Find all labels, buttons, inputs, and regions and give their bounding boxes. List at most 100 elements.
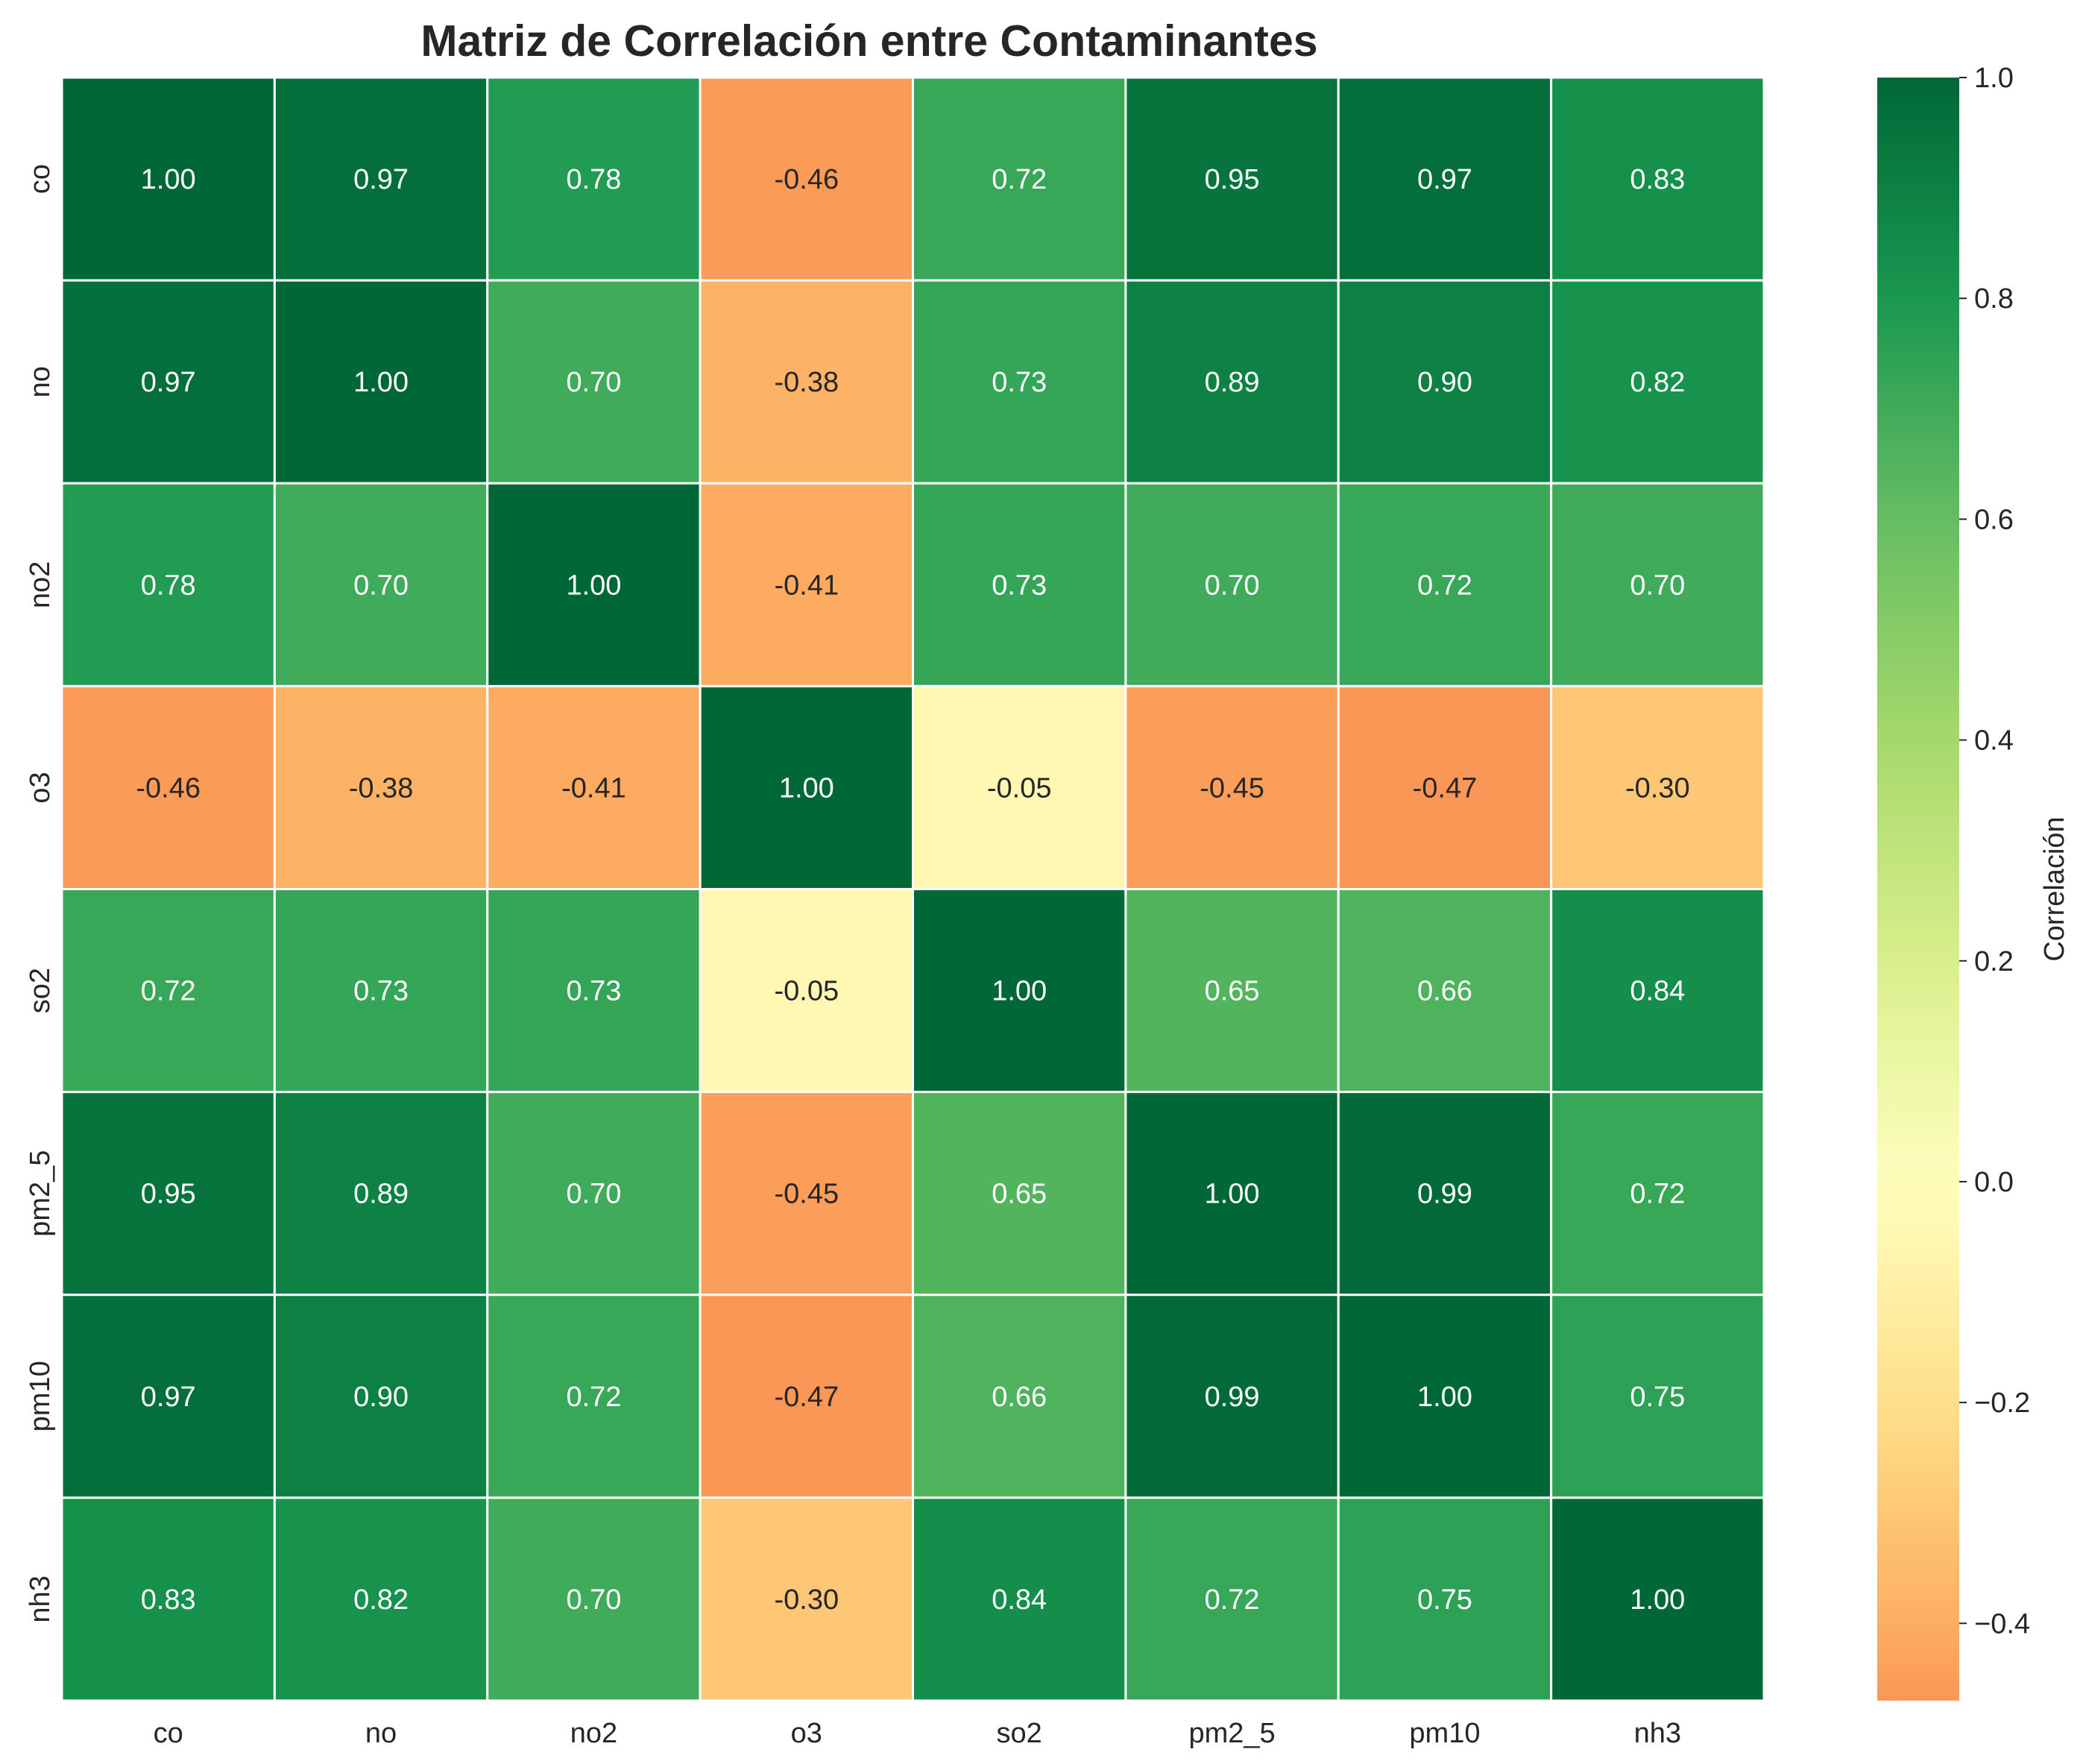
cell-value-label: 1.00	[1630, 1584, 1685, 1616]
heatmap-cell-nh3-no	[273, 1496, 489, 1702]
y-tick-label-pm10: pm10	[25, 1361, 56, 1431]
cell-value-label: 0.99	[1205, 1382, 1260, 1413]
heatmap-cell-o3-so2	[912, 684, 1127, 890]
x-tick-label-no: no	[365, 1718, 397, 1749]
cell-value-label: 0.72	[566, 1382, 621, 1413]
heatmap-cell-no2-nh3	[1550, 482, 1765, 687]
x-tick-label-nh3: nh3	[1634, 1718, 1681, 1749]
heatmap-cell-o3-co	[60, 684, 276, 890]
y-tick-label-nh3: nh3	[25, 1575, 56, 1622]
cell-value-label: 0.70	[1630, 570, 1685, 601]
cell-value-label: 0.99	[1417, 1179, 1472, 1210]
cell-value-label: 0.73	[992, 367, 1047, 398]
cell-value-label: 0.78	[566, 164, 621, 195]
cell-value-label: 0.72	[1417, 570, 1472, 601]
cell-value-label: 1.00	[779, 772, 834, 804]
cell-value-label: -0.45	[1200, 772, 1264, 804]
cell-value-label: -0.47	[775, 1382, 839, 1413]
colorbar-tick-label: −0.2	[1974, 1387, 2030, 1419]
heatmap-cell-pm2_5-nh3	[1550, 1091, 1765, 1297]
heatmap-cell-no-o3	[699, 279, 914, 485]
x-tick-label-so2: so2	[997, 1718, 1042, 1749]
heatmap-cell-no2-so2	[912, 482, 1127, 687]
cell-value-label: -0.41	[775, 570, 839, 601]
heatmap-cell-nh3-no2	[486, 1496, 702, 1702]
cell-value-label: 1.00	[353, 367, 409, 398]
cell-value-label: -0.47	[1413, 772, 1478, 804]
heatmap-cell-no2-no2	[486, 482, 702, 687]
cell-value-label: 0.90	[353, 1382, 409, 1413]
cell-value-label: 1.00	[1205, 1179, 1260, 1210]
cell-value-label: -0.38	[349, 772, 414, 804]
heatmap-cell-co-no2	[486, 76, 702, 282]
colorbar-gradient-bar	[1877, 78, 1959, 1701]
heatmap-cell-o3-o3	[699, 684, 914, 890]
cell-value-label: 0.90	[1417, 367, 1472, 398]
cell-value-label: 1.00	[566, 570, 621, 601]
heatmap-cell-co-pm2_5	[1124, 76, 1340, 282]
cell-value-label: 0.78	[141, 570, 196, 601]
cell-value-label: 0.84	[1630, 976, 1685, 1007]
heatmap-cell-pm2_5-so2	[912, 1091, 1127, 1297]
cell-value-label: 0.75	[1417, 1584, 1472, 1616]
colorbar-tick-label: 0.2	[1974, 946, 2014, 977]
heatmap-cell-pm2_5-no2	[486, 1091, 702, 1297]
cell-value-label: 0.95	[141, 1179, 196, 1210]
heatmap-cell-so2-nh3	[1550, 888, 1765, 1094]
cell-value-label: 0.72	[1630, 1179, 1685, 1210]
cell-value-label: 0.65	[992, 1179, 1047, 1210]
heatmap-cell-no2-o3	[699, 482, 914, 687]
cell-value-label: 1.00	[992, 976, 1047, 1007]
heatmap-cell-pm10-pm2_5	[1124, 1294, 1340, 1499]
heatmap-cell-no-no	[273, 279, 489, 485]
colorbar-tick-label: 1.0	[1974, 63, 2014, 94]
cell-value-label: 0.82	[1630, 367, 1685, 398]
colorbar-tick-label: 0.6	[1974, 504, 2014, 535]
cell-value-label: -0.38	[775, 367, 839, 398]
cell-value-label: -0.05	[775, 976, 839, 1007]
heatmap-cell-pm10-no2	[486, 1294, 702, 1499]
heatmap-cell-pm10-no	[273, 1294, 489, 1499]
cell-value-label: 0.97	[141, 367, 196, 398]
cell-value-label: 0.66	[992, 1382, 1047, 1413]
heatmap-cell-so2-pm10	[1337, 888, 1553, 1094]
heatmap-cell-so2-o3	[699, 888, 914, 1094]
cell-value-label: 1.00	[141, 164, 196, 195]
heatmap-cell-nh3-so2	[912, 1496, 1127, 1702]
cell-value-label: -0.46	[136, 772, 201, 804]
heatmap-cell-pm10-pm10	[1337, 1294, 1553, 1499]
cell-value-label: -0.45	[775, 1179, 839, 1210]
colorbar-tick-label: 0.4	[1974, 725, 2014, 757]
cell-value-label: 1.00	[1417, 1382, 1472, 1413]
heatmap-cell-pm2_5-no	[273, 1091, 489, 1297]
cell-value-label: 0.65	[1205, 976, 1260, 1007]
heatmap-cells	[60, 76, 1765, 1702]
heatmap-cell-co-o3	[699, 76, 914, 282]
heatmap-cell-no2-co	[60, 482, 276, 687]
y-tick-label-o3: o3	[25, 772, 56, 803]
cell-value-label: -0.46	[775, 164, 839, 195]
cell-value-label: 0.72	[1205, 1584, 1260, 1616]
chart-title: Matriz de Correlación entre Contaminante…	[420, 16, 1317, 66]
heatmap-cell-nh3-pm2_5	[1124, 1496, 1340, 1702]
x-tick-label-co: co	[154, 1718, 183, 1749]
heatmap-cell-nh3-nh3	[1550, 1496, 1765, 1702]
heatmap-cell-no-pm2_5	[1124, 279, 1340, 485]
colorbar-ticks: −0.4 −0.2 0.0 0.2 0.4 0.6 0.8 1.0	[1959, 63, 2030, 1639]
y-tick-label-pm2_5: pm2_5	[25, 1150, 56, 1237]
y-tick-label-so2: so2	[25, 968, 56, 1013]
colorbar-label: Correlación	[2039, 816, 2070, 961]
cell-value-label: 0.73	[992, 570, 1047, 601]
colorbar-tick-label: 0.8	[1974, 283, 2014, 315]
heatmap-cell-pm10-so2	[912, 1294, 1127, 1499]
cell-value-label: 0.70	[353, 570, 409, 601]
cell-value-label: 0.70	[566, 1584, 621, 1616]
cell-value-labels: 1.00 0.97 0.78 -0.46 0.72 0.95 0.97 0.83 0.97 1.0…	[136, 164, 1689, 1616]
cell-value-label: 0.95	[1205, 164, 1260, 195]
y-axis-tick-labels: co no no2 o3 so2 pm2_5 pm10 nh3	[25, 164, 56, 1623]
colorbar-tick-label: −0.4	[1974, 1608, 2030, 1639]
cell-value-label: 0.83	[141, 1584, 196, 1616]
cell-value-label: 0.84	[992, 1584, 1047, 1616]
heatmap-cell-co-no	[273, 76, 489, 282]
